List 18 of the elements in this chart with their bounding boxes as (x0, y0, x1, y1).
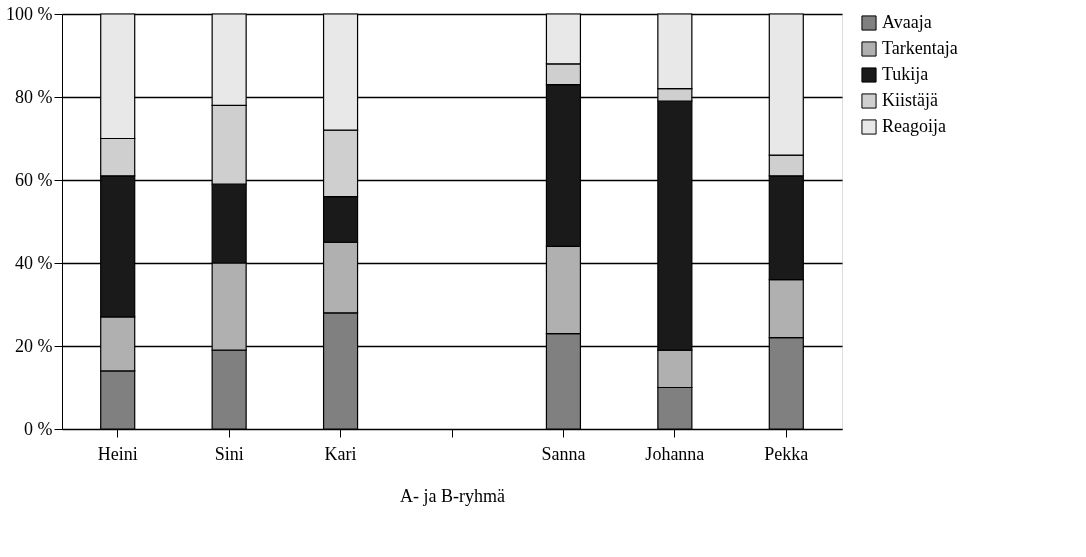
x-axis-title: A- ja B-ryhmä (400, 485, 505, 506)
legend-label: Kiistäjä (882, 90, 938, 110)
legend-label: Reagoija (882, 116, 946, 136)
y-tick-label: 80 % (15, 86, 53, 107)
y-tick-label: 60 % (15, 169, 53, 190)
x-tick-label: Kari (324, 443, 357, 464)
y-tick-label: 20 % (15, 335, 53, 356)
x-tick-label: Heini (97, 443, 138, 464)
x-tick-label: Pekka (764, 443, 809, 464)
y-tick-label: 0 % (24, 418, 53, 439)
legend-label: Tarkentaja (882, 38, 958, 58)
x-tick-label: Sini (214, 443, 244, 464)
y-tick-label: 100 % (6, 3, 53, 24)
x-tick-label: Sanna (541, 443, 586, 464)
legend-label: Avaaja (882, 12, 932, 32)
x-tick-label: Johanna (645, 443, 705, 464)
y-tick-label: 40 % (15, 252, 53, 273)
legend-label: Tukija (882, 64, 929, 84)
